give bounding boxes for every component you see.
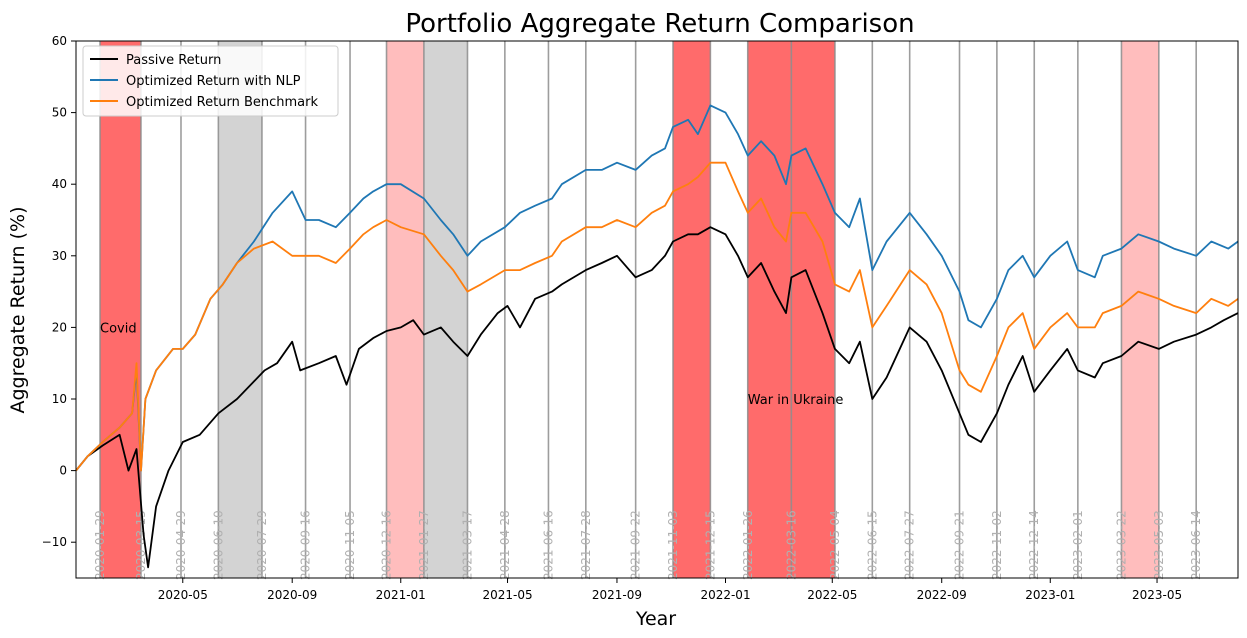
chart-title: Portfolio Aggregate Return Comparison <box>405 9 914 39</box>
event-date-label: 2021-03-17 <box>460 510 474 580</box>
legend-label: Passive Return <box>126 53 221 68</box>
annotation-label: War in Ukraine <box>748 393 844 408</box>
event-date-label: 2022-03-16 <box>784 510 798 580</box>
event-date-label: 2020-03-15 <box>134 510 148 580</box>
annotation-label: Covid <box>100 321 137 336</box>
series-lines <box>75 104 1239 569</box>
event-date-label: 2021-11-03 <box>666 510 680 580</box>
x-tick-label: 2022-05 <box>807 588 857 602</box>
event-date-label: 2021-07-28 <box>579 510 593 580</box>
y-tick-label: 50 <box>52 106 67 120</box>
x-axis-label: Year <box>635 608 676 630</box>
x-tick-label: 2023-05 <box>1132 588 1182 602</box>
shaded-region <box>423 41 468 578</box>
y-tick-label: 20 <box>52 320 67 334</box>
event-date-label: 2020-01-29 <box>93 510 107 580</box>
event-lines <box>99 41 1197 578</box>
x-tick-label: 2022-09 <box>917 588 967 602</box>
shaded-region <box>218 41 262 578</box>
y-axis-label: Aggregate Return (%) <box>7 206 29 413</box>
x-tick-label: 2021-09 <box>592 588 642 602</box>
event-date-label: 2023-06-14 <box>1189 510 1203 580</box>
legend-label: Optimized Return Benchmark <box>126 95 318 110</box>
event-date-label: 2022-09-21 <box>953 510 967 580</box>
event-date-label: 2023-03-22 <box>1114 510 1128 580</box>
event-date-label: 2021-06-16 <box>541 510 555 580</box>
event-date-label: 2020-09-16 <box>299 510 313 580</box>
x-tick-label: 2023-01 <box>1025 588 1075 602</box>
event-date-label: 2020-11-05 <box>343 510 357 580</box>
event-date-label: 2020-04-29 <box>174 510 188 580</box>
event-date-label: 2022-11-02 <box>990 510 1004 580</box>
x-tick-label: 2021-01 <box>376 588 426 602</box>
x-tick-label: 2022-01 <box>700 588 750 602</box>
shaded-region <box>100 41 141 578</box>
legend-box <box>82 45 339 117</box>
event-date-label: 2022-12-14 <box>1027 510 1041 580</box>
shaded-region <box>386 41 424 578</box>
y-tick-label: 10 <box>52 392 67 406</box>
event-date-label: 2020-06-10 <box>211 510 225 580</box>
event-date-label: 2022-06-15 <box>865 510 879 580</box>
event-date-label: 2022-07-27 <box>903 510 917 580</box>
y-tick-label: 0 <box>59 464 67 478</box>
legend: Passive Return Optimized Return with NLP O… <box>82 45 339 117</box>
y-axis: −10 0 10 20 30 40 50 60 <box>42 34 76 549</box>
event-date-label: 2023-02-01 <box>1071 510 1085 580</box>
x-axis: 2020-05 2020-09 2021-01 2021-05 2021-09 2022-… <box>158 578 1182 602</box>
event-date-label: 2021-09-22 <box>629 510 643 580</box>
event-date-label: 2022-05-04 <box>828 510 842 580</box>
shaded-region <box>1121 41 1159 578</box>
legend-label: Optimized Return with NLP <box>126 74 301 89</box>
event-date-labels: 2020-01-29 2020-03-15 2020-04-29 2020-06-10… <box>93 510 1203 580</box>
plot-area <box>75 40 1239 579</box>
x-tick-label: 2020-05 <box>158 588 208 602</box>
annotations: Covid War in Ukraine <box>100 321 843 408</box>
shaded-region <box>673 41 711 578</box>
y-tick-label: 40 <box>52 177 67 191</box>
series-line-2 <box>75 161 1239 472</box>
event-date-label: 2021-04-28 <box>498 510 512 580</box>
y-tick-label: −10 <box>42 535 67 549</box>
event-date-label: 2023-05-03 <box>1152 510 1166 580</box>
x-tick-label: 2020-09 <box>267 588 317 602</box>
event-date-label: 2022-01-26 <box>741 510 755 580</box>
y-tick-label: 60 <box>52 34 67 48</box>
shaded-region <box>791 41 835 578</box>
event-shading <box>100 41 1159 578</box>
series-line-0 <box>75 226 1239 569</box>
event-date-label: 2020-07-29 <box>255 510 269 580</box>
event-date-label: 2021-12-15 <box>703 510 717 580</box>
x-tick-label: 2021-05 <box>482 588 532 602</box>
event-date-label: 2021-01-27 <box>417 510 431 580</box>
y-tick-label: 30 <box>52 249 67 263</box>
event-date-label: 2020-12-16 <box>380 510 394 580</box>
